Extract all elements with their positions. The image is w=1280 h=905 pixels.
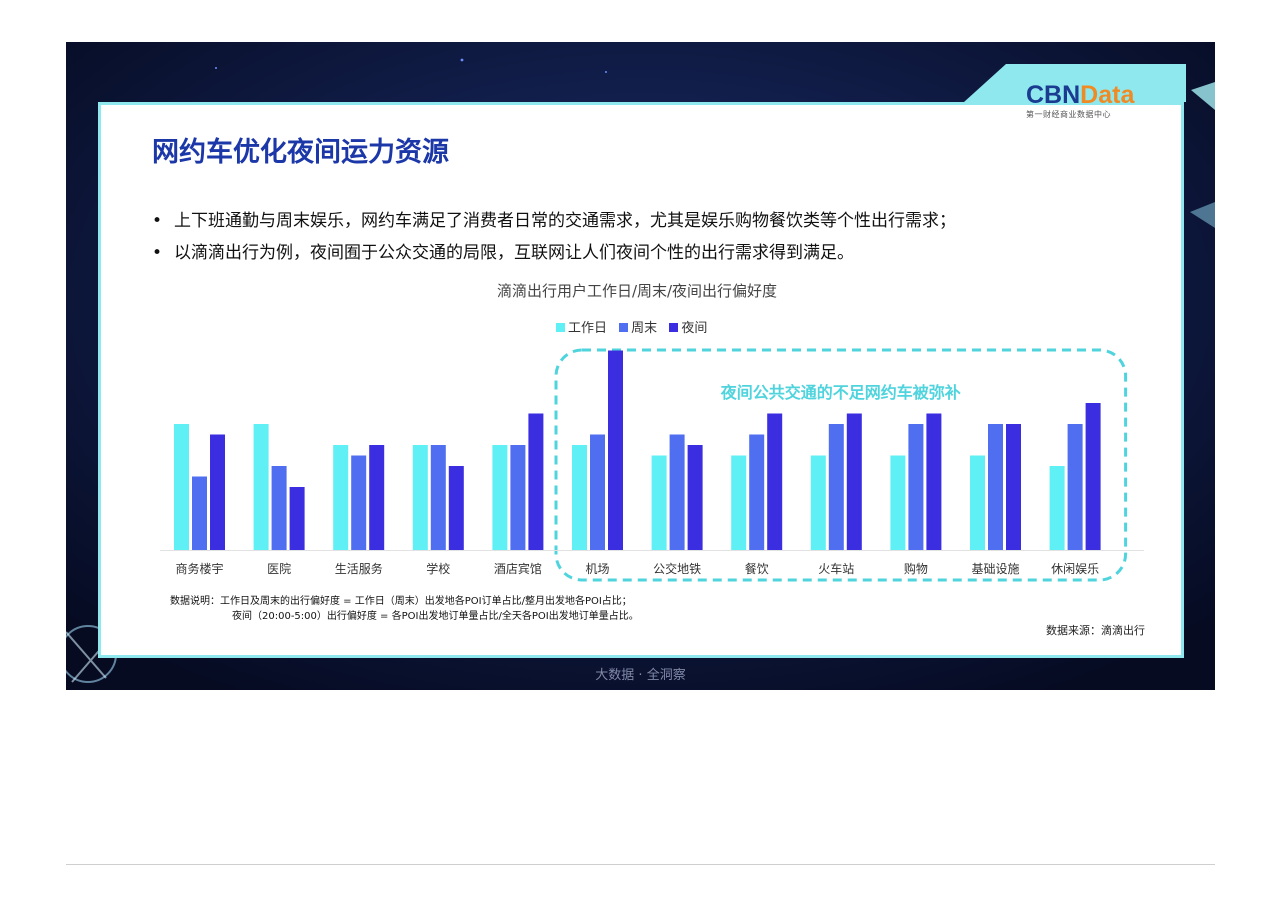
bar-weekend: [271, 466, 287, 550]
bar-night: [608, 350, 623, 550]
bar-workday: [412, 445, 428, 550]
bar-workday: [333, 445, 349, 550]
x-tick-label: 酒店宾馆: [494, 561, 542, 576]
bar-night: [369, 445, 385, 550]
bullet-dot: •: [152, 211, 163, 231]
content-card: [98, 102, 1184, 658]
x-tick-label: 学校: [426, 561, 450, 576]
bar-night: [210, 434, 225, 550]
x-tick-label: 基础设施: [971, 562, 1019, 576]
x-tick-label: 公交地铁: [653, 561, 701, 576]
logo-cbn: CBN: [1026, 81, 1081, 109]
bullet-item: • 上下班通勤与周末娱乐，网约车满足了消费者日常的交通需求，尤其是娱乐购物餐饮类等…: [152, 209, 956, 241]
x-tick-label: 餐饮: [745, 561, 769, 576]
x-tick-label: 火车站: [818, 561, 854, 576]
bar-night: [846, 413, 862, 550]
crystal-decoration: [1191, 82, 1215, 110]
x-tick-label: 购物: [904, 561, 928, 576]
bar-workday: [970, 455, 985, 550]
bar-workday: [253, 424, 269, 550]
bullet-list: • 上下班通勤与周末娱乐，网约车满足了消费者日常的交通需求，尤其是娱乐购物餐饮类等…: [152, 209, 956, 273]
bar-night: [289, 487, 305, 550]
chart-legend: 工作日 周末 夜间: [556, 317, 715, 336]
bar-weekend: [590, 434, 605, 550]
x-tick-label: 医院: [267, 562, 291, 576]
page-title: 网约车优化夜间运力资源: [152, 137, 449, 168]
data-note: 数据说明：工作日及周末的出行偏好度 = 工作日（周末）出发地各POI订单占比/整…: [170, 594, 639, 624]
legend-swatch: [556, 323, 565, 332]
x-tick-label: 商务楼宇: [175, 561, 223, 576]
bullet-item: • 以滴滴出行为例，夜间囿于公众交通的局限，互联网让人们夜间个性的出行需求得到满足…: [152, 241, 956, 273]
legend-item-night: 夜间: [669, 317, 707, 336]
data-source: 数据来源：滴滴出行: [1046, 624, 1145, 637]
bar-night: [1006, 424, 1021, 550]
x-tick-label: 生活服务: [335, 561, 383, 576]
footer-slogan: 大数据 · 全洞察: [595, 668, 686, 683]
bar-workday: [890, 455, 906, 550]
bar-weekend: [988, 424, 1003, 550]
legend-label: 工作日: [568, 321, 608, 336]
bar-weekend: [1067, 424, 1083, 550]
bar-weekend: [828, 424, 844, 550]
legend-label: 周末: [631, 321, 658, 336]
bar-workday: [651, 455, 667, 550]
legend-item-weekend: 周末: [619, 317, 657, 336]
bar-night: [687, 445, 703, 550]
page-divider: [66, 864, 1215, 865]
slide: CBNData 第一财经商业数据中心 网约车优化夜间运力资源 • 上下班通勤与周末…: [66, 42, 1215, 690]
bar-workday: [174, 424, 189, 550]
x-tick-label: 休闲娱乐: [1051, 562, 1099, 576]
cbndata-logo: CBNData 第一财经商业数据中心: [1026, 82, 1162, 126]
bar-night: [1085, 403, 1101, 550]
logo-data: Data: [1080, 81, 1135, 109]
bullet-text: 上下班通勤与周末娱乐，网约车满足了消费者日常的交通需求，尤其是娱乐购物餐饮类等个…: [174, 211, 956, 231]
bar-workday: [731, 455, 747, 550]
note-line: 夜间（20:00-5:00）出行偏好度 = 各POI出发地订单量占比/全天各PO…: [232, 611, 639, 622]
bar-workday: [492, 445, 508, 550]
legend-swatch: [669, 323, 679, 332]
x-tick-label: 机场: [585, 562, 609, 576]
bar-weekend: [510, 445, 526, 550]
legend-swatch: [619, 323, 629, 332]
bar-workday: [572, 445, 587, 550]
bar-workday: [810, 455, 826, 550]
legend-label: 夜间: [681, 321, 708, 336]
bar-workday: [1049, 466, 1065, 550]
crystal-decoration: [1190, 202, 1215, 228]
bar-night: [448, 466, 464, 550]
bullet-dot: •: [152, 243, 163, 263]
note-line: 数据说明：工作日及周末的出行偏好度 = 工作日（周末）出发地各POI订单占比/整…: [170, 596, 632, 607]
highlight-box: [554, 348, 1128, 582]
bar-weekend: [908, 424, 924, 550]
bar-night: [528, 413, 544, 550]
logo-tagline: 第一财经商业数据中心: [1026, 110, 1111, 119]
chart-title: 滴滴出行用户工作日/周末/夜间出行偏好度: [496, 282, 778, 300]
frame-tab-decoration: [964, 64, 1186, 102]
bar-weekend: [669, 434, 685, 550]
annotation-label: 夜间公共交通的不足网约车被弥补: [720, 383, 961, 402]
bar-weekend: [351, 455, 367, 550]
bar-weekend: [192, 476, 207, 550]
bullet-text: 以滴滴出行为例，夜间囿于公众交通的局限，互联网让人们夜间个性的出行需求得到满足。: [174, 243, 854, 263]
legend-item-workday: 工作日: [556, 317, 607, 336]
bar-night: [767, 413, 783, 550]
bar-weekend: [430, 445, 446, 550]
bar-night: [926, 413, 942, 550]
bar-weekend: [749, 434, 765, 550]
